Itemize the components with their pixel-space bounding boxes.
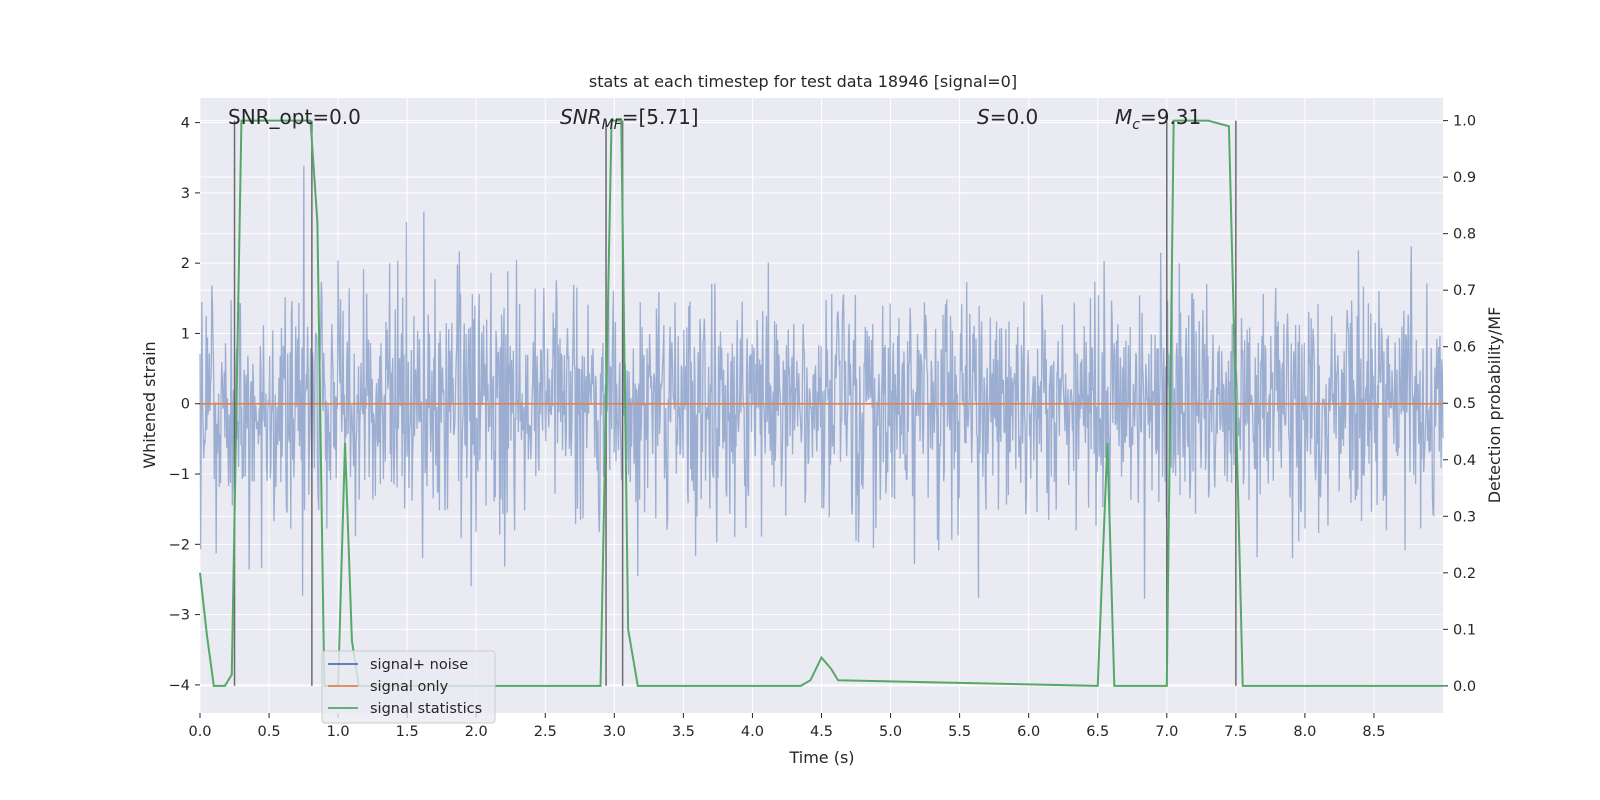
- y2-tick-label: 0.6: [1453, 340, 1476, 356]
- x-tick-label: 1.0: [327, 724, 350, 740]
- y-tick-label: −1: [169, 467, 190, 483]
- legend-box: [321, 650, 496, 724]
- x-tick-label: 0.5: [258, 724, 281, 740]
- annotation-snr-opt: SNR_opt=0.0: [228, 105, 361, 129]
- mc-subscript: c: [1132, 117, 1140, 133]
- s-value: =0.0: [990, 105, 1039, 129]
- x-tick-label: 6.0: [1017, 724, 1040, 740]
- y-tick-label: −3: [169, 608, 190, 624]
- y2-axis-label: Detection probability/MF: [1485, 307, 1504, 504]
- y2-tick-label: 0.1: [1453, 622, 1476, 638]
- y-tick-label: 2: [181, 256, 190, 272]
- x-tick-label: 8.0: [1293, 724, 1316, 740]
- x-axis-ticks: 0.0 0.5 1.0 1.5 2.0 2.5 3.0 3.5 4.0 4.5 5.0 5.5 6.0 6…: [188, 713, 1385, 740]
- x-tick-label: 2.0: [465, 724, 488, 740]
- legend-label-signal-only: signal only: [370, 679, 449, 695]
- y-tick-label: −2: [169, 537, 190, 553]
- threshold-markers: [233, 120, 1237, 686]
- x-tick-label: 3.0: [603, 724, 626, 740]
- y-tick-label: 3: [181, 186, 190, 202]
- x-tick-label: 0.0: [188, 724, 211, 740]
- annotation-mc: Mc=9.31: [1115, 105, 1201, 133]
- annotation-s: S=0.0: [977, 105, 1038, 129]
- y2-tick-label: 0.5: [1453, 396, 1476, 412]
- y-tick-label: 0: [181, 397, 190, 413]
- x-tick-label: 7.5: [1224, 724, 1247, 740]
- snr-mf-subscript: MF: [602, 117, 623, 133]
- y-axis-label: Whitened strain: [140, 341, 159, 468]
- snr-mf-symbol: SNR: [560, 105, 602, 129]
- y-tick-label: 1: [181, 326, 190, 342]
- mc-value: =9.31: [1140, 105, 1201, 129]
- y-axis-ticks: −4 −3 −2 −1 0 1 2 3 4: [169, 116, 200, 694]
- chart-title: stats at each timestep for test data 189…: [589, 72, 1017, 91]
- y2-axis-ticks: 0.0 0.1 0.2 0.3 0.4 0.5 0.6 0.7 0.8 0.9 1.0: [1443, 114, 1476, 695]
- y2-tick-label: 0.7: [1453, 283, 1476, 299]
- x-tick-label: 5.5: [948, 724, 971, 740]
- x-tick-label: 3.5: [672, 724, 695, 740]
- x-tick-label: 7.0: [1155, 724, 1178, 740]
- y2-tick-label: 0.8: [1453, 227, 1476, 243]
- mc-symbol: M: [1115, 105, 1132, 129]
- y2-tick-label: 1.0: [1453, 114, 1476, 130]
- legend-label-noise: signal+ noise: [370, 657, 468, 673]
- y-tick-label: −4: [169, 678, 190, 694]
- x-axis-label: Time (s): [788, 748, 854, 767]
- x-tick-label: 2.5: [534, 724, 557, 740]
- y2-tick-label: 0.3: [1453, 509, 1476, 525]
- signal-statistics-series: [199, 119, 1443, 687]
- x-tick-label: 5.0: [879, 724, 902, 740]
- snr-mf-value: =[5.71]: [622, 105, 699, 129]
- y2-tick-label: 0.9: [1453, 170, 1476, 186]
- x-tick-label: 4.5: [810, 724, 833, 740]
- y2-tick-label: 0.0: [1453, 679, 1476, 695]
- statistics-line: [199, 119, 1443, 687]
- y-tick-label: 4: [181, 116, 190, 132]
- annotation-snr-mf: SNRMF=[5.71]: [560, 105, 699, 133]
- legend: signal+ noise signal only signal statist…: [321, 650, 496, 724]
- x-tick-label: 1.5: [396, 724, 419, 740]
- y2-tick-label: 0.2: [1453, 566, 1476, 582]
- x-tick-label: 6.5: [1086, 724, 1109, 740]
- y2-tick-label: 0.4: [1453, 453, 1476, 469]
- x-tick-label: 4.0: [741, 724, 764, 740]
- legend-label-statistics: signal statistics: [370, 701, 482, 717]
- s-symbol: S: [977, 105, 990, 129]
- x-tick-label: 8.5: [1362, 724, 1385, 740]
